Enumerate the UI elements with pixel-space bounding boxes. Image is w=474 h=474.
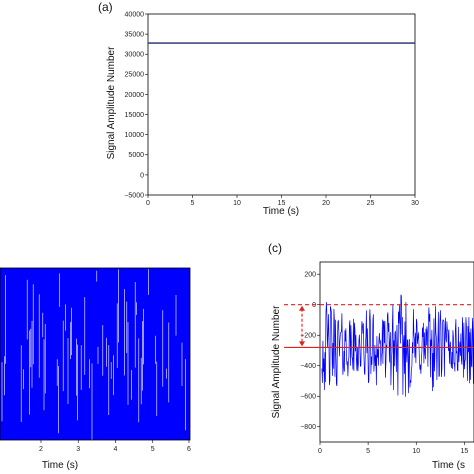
panel-c-x-ticks: 0 5 10 15	[318, 442, 468, 455]
panel-a-y-tick-label: 35000	[125, 32, 145, 39]
panel-a-y-tick-label: 30000	[125, 52, 145, 59]
panel-a-x-ticks: 0 5 10 15 20 25 30	[146, 195, 419, 207]
panel-a-x-tick-label: 25	[367, 200, 375, 207]
panel-c-y-tick-label: 200	[304, 272, 316, 279]
panel-a-label: (a)	[98, 0, 113, 14]
panel-b: 2 3 4 5 6 Time (s)	[0, 267, 191, 471]
panel-c-series	[321, 294, 474, 397]
panel-b-series-line	[1, 269, 186, 440]
panel-a-x-tick-label: 20	[322, 200, 330, 207]
panel-a-y-tick-label: 0	[140, 172, 144, 179]
panel-c-offset-arrow-head-up	[299, 305, 305, 311]
panel-c-y-tick-label: 0	[312, 302, 316, 309]
panel-a-y-tick-label: 10000	[125, 132, 145, 139]
panel-a-x-tick-label: 5	[191, 200, 195, 207]
panel-c-x-axis-label: Time (s	[432, 460, 465, 471]
panel-c-y-tick-label: −600	[300, 394, 316, 401]
panel-c-plot-area	[319, 261, 474, 443]
panel-b-x-tick-label: 4	[114, 446, 118, 453]
panel-a-x-tick-label: 30	[411, 200, 419, 207]
panel-a-y-tick-label: 40000	[125, 11, 145, 18]
panel-c-y-tick-label: −800	[300, 424, 316, 431]
panel-b-x-tick-label: 2	[39, 446, 43, 453]
panel-b-series	[0, 268, 190, 440]
panel-b-series-fill	[0, 268, 190, 440]
panel-a-x-axis-label: Time (s)	[263, 206, 299, 217]
panel-c-reference-lines	[284, 304, 474, 348]
panel-b-x-tick-label: 3	[76, 446, 80, 453]
panel-c-offset-arrow-head-down	[299, 341, 305, 347]
panel-a-y-ticks: −5000 0 5000 10000 15000 20000 25000 30000 35000…	[124, 11, 148, 199]
panel-c-y-axis-label: Signal Amplitude Number	[271, 305, 282, 419]
panel-b-x-ticks: 2 3 4 5 6	[39, 440, 191, 453]
panel-a-y-tick-label: 15000	[125, 112, 145, 119]
panel-c-y-ticks: −800 −600 −400 −200 0 200	[300, 272, 320, 431]
panel-a-x-tick-label: 0	[146, 200, 150, 207]
panel-b-x-tick-label: 6	[187, 446, 191, 453]
panel-c-x-tick-label: 15	[460, 448, 468, 455]
panel-c-y-tick-label: −200	[300, 333, 316, 340]
panel-b-x-axis-label: Time (s)	[42, 460, 78, 471]
panel-a-y-tick-label: 20000	[125, 92, 145, 99]
panel-a-y-axis-label: Signal Amplitude Number	[106, 46, 117, 160]
panel-c-x-tick-label: 5	[366, 448, 370, 455]
panel-a-y-tick-label: −5000	[124, 192, 144, 199]
panel-a-plot-area	[147, 13, 416, 196]
panel-c-y-tick-label: −400	[300, 363, 316, 370]
panel-c-series-line	[321, 294, 474, 397]
panel-c-x-tick-label: 10	[412, 448, 420, 455]
panel-a-y-tick-label: 5000	[128, 152, 144, 159]
panel-a: (a) −50000500010000150002000025000300003…	[98, 0, 419, 217]
panel-a-x-tick-label: 15	[278, 200, 286, 207]
panel-c-x-tick-label: 0	[318, 448, 322, 455]
panel-a-y-tick-label: 25000	[125, 72, 145, 79]
panel-b-x-tick-label: 5	[151, 446, 155, 453]
panel-a-x-tick-label: 10	[233, 200, 241, 207]
panel-b-plot-area	[0, 267, 191, 441]
panel-c-label: (c)	[268, 241, 282, 255]
